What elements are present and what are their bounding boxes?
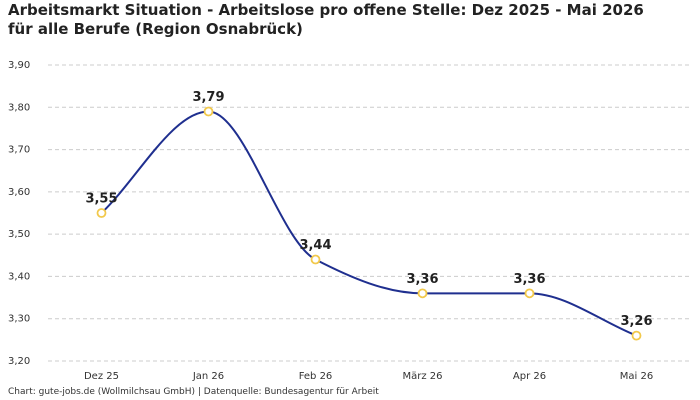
point bbox=[417, 288, 428, 299]
y-tick-label: 3,40 bbox=[8, 271, 30, 282]
y-tick-label: 3,70 bbox=[8, 145, 30, 156]
data-label: 3,36 bbox=[406, 272, 438, 287]
x-tick-label: Jan 26 bbox=[192, 371, 224, 382]
y-tick-label: 3,80 bbox=[8, 102, 30, 113]
y-tick-label: 3,30 bbox=[8, 314, 30, 325]
x-tick-label: Mai 26 bbox=[620, 371, 653, 382]
x-tick-label: Dez 25 bbox=[84, 371, 119, 382]
x-tick-label: März 26 bbox=[402, 371, 442, 382]
data-label: 3,44 bbox=[299, 238, 331, 253]
data-label: 3,79 bbox=[192, 90, 224, 105]
x-tick-label: Feb 26 bbox=[299, 371, 333, 382]
x-tick-label: Apr 26 bbox=[513, 371, 546, 382]
point bbox=[203, 106, 214, 117]
chart-title: Arbeitsmarkt Situation - Arbeitslose pro… bbox=[8, 1, 644, 38]
line bbox=[100, 110, 637, 337]
data-label: 3,36 bbox=[513, 272, 545, 287]
y-tick-label: 3,20 bbox=[8, 356, 30, 367]
y-tick-label: 3,90 bbox=[8, 60, 30, 71]
point bbox=[310, 254, 321, 265]
y-tick-label: 3,50 bbox=[8, 229, 30, 240]
y-tick-label: 3,60 bbox=[8, 187, 30, 198]
point bbox=[524, 288, 535, 299]
point bbox=[96, 208, 107, 218]
data-label: 3,26 bbox=[620, 314, 652, 329]
source-note: Chart: gute-jobs.de (Wollmilchsau GmbH) … bbox=[8, 387, 379, 397]
data-label: 3,55 bbox=[85, 192, 117, 207]
point bbox=[631, 330, 642, 341]
